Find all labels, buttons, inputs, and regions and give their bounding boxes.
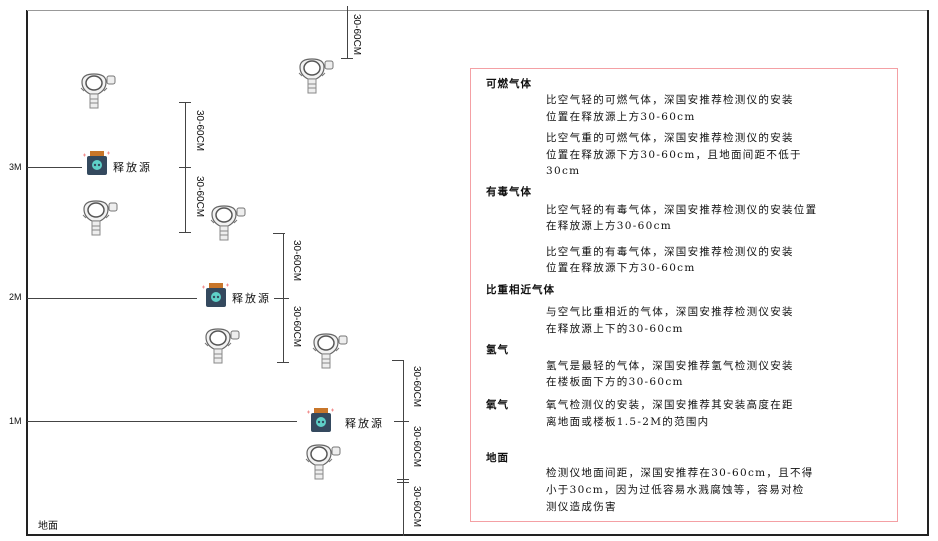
gas-detector-icon [80,199,120,241]
dimension-tick [341,58,353,59]
right-border [927,10,929,536]
dimension-line [283,233,284,362]
level-label-1m: 1M [9,416,22,426]
guide-text: 30cm [546,165,581,177]
level-label-3m: 3M [9,162,22,172]
section-title-combustible: 可燃气体 [486,78,532,90]
guide-text: 比空气重的有毒气体，深国安推荐检测仪的安装 [546,246,794,258]
guide-text: 位置在释放源下方30-60cm，且地面间距不低于 [546,149,802,161]
installation-guide-box: 可燃气体 比空气轻的可燃气体，深国安推荐检测仪的安装 位置在释放源上方30-60… [470,68,898,522]
dimension-tick [179,102,191,103]
ground-line [27,534,929,536]
level-line-1m [27,421,297,422]
guide-text: 在楼板面下方的30-60cm [546,376,684,388]
dimension-tick [277,362,289,363]
guide-text: 位置在释放源上方30-60cm [546,111,696,123]
guide-text: 比空气轻的有毒气体，深国安推荐检测仪的安装位置 [546,204,818,216]
dimension-tick [179,167,191,168]
guide-text: 比空气轻的可燃气体，深国安推荐检测仪的安装 [546,94,794,106]
dimension-line [403,360,404,536]
level-label-2m: 2M [9,292,22,302]
dimension-line [347,6,348,58]
gas-detector-icon [78,72,118,114]
guide-text: 氧气检测仪的安装，深国安推荐其安装高度在距 [546,399,794,411]
release-source-icon [82,150,112,180]
ceiling-line [27,10,929,11]
release-source-label: 释放源 [345,417,384,430]
gas-detector-icon [296,57,336,99]
guide-text: 测仪造成伤害 [546,501,617,513]
gas-detector-icon [303,443,343,485]
dimension-label: 30-60CM [291,306,302,348]
level-line-2m [27,298,197,299]
dimension-tick [392,360,404,361]
guide-text: 检测仪地面间距，深国安推荐在30-60cm，且不得 [546,467,814,479]
section-title-oxygen: 氧气 [486,399,509,411]
gas-detector-icon [208,204,248,246]
dimension-tick [397,421,409,422]
release-source-icon [201,282,231,312]
dimension-label: 30-60CM [411,366,422,408]
section-title-hydrogen: 氢气 [486,344,509,356]
release-source-label: 释放源 [232,292,271,305]
dimension-tick [277,298,289,299]
guide-text: 氢气是最轻的气体，深国安推荐氢气检测仪安装 [546,360,794,372]
dimension-tick [397,482,409,483]
dimension-label: 30-60CM [351,14,362,56]
ground-label: 地面 [38,521,58,532]
dimension-tick [273,233,285,234]
dimension-label: 30-60CM [194,176,205,218]
section-title-ground: 地面 [486,452,509,464]
dimension-label: 30-60CM [411,486,422,528]
guide-text: 在释放源上方30-60cm [546,220,673,232]
dimension-label: 30-60CM [194,110,205,152]
guide-text: 与空气比重相近的气体，深国安推荐检测仪安装 [546,306,794,318]
guide-text: 位置在释放源下方30-60cm [546,262,696,274]
guide-text: 小于30cm，因为过低容易水溅腐蚀等，容易对检 [546,484,805,496]
release-source-icon [306,407,336,437]
guide-text: 在释放源上下的30-60cm [546,323,684,335]
level-line-3m [27,167,82,168]
dimension-label: 30-60CM [411,426,422,468]
wall-line [26,10,28,536]
dimension-label: 30-60CM [291,240,302,282]
release-source-label: 释放源 [113,161,152,174]
section-title-similar-density: 比重相近气体 [486,284,555,296]
gas-detector-icon [310,332,350,374]
guide-text: 比空气重的可燃气体，深国安推荐检测仪的安装 [546,132,794,144]
guide-text: 离地面或楼板1.5-2M的范围内 [546,416,710,428]
gas-detector-icon [202,327,242,369]
dimension-tick [397,479,409,480]
dimension-tick [179,232,191,233]
section-title-toxic: 有毒气体 [486,186,532,198]
